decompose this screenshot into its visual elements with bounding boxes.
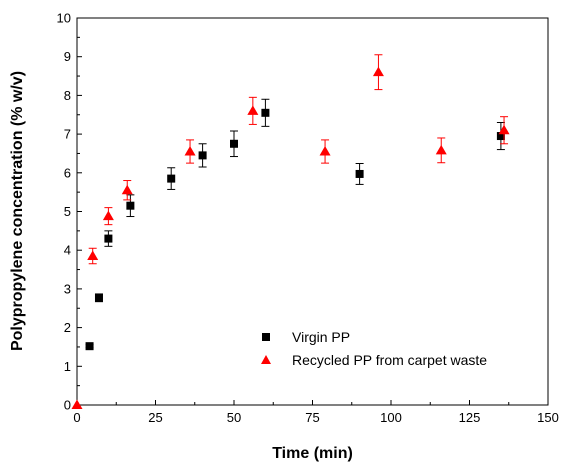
data-point-recycled-pp	[498, 124, 510, 135]
legend: Virgin PP Recycled PP from carpet waste	[261, 329, 487, 368]
data-point-virgin-pp	[261, 108, 270, 117]
y-tick-label: 3	[64, 281, 71, 296]
data-point-recycled-pp	[184, 146, 196, 156]
y-tick-label: 7	[64, 127, 71, 142]
legend-marker-virgin-pp	[262, 333, 270, 341]
data-point-virgin-pp	[85, 342, 94, 351]
y-tick-label: 10	[57, 11, 71, 26]
y-tick-label: 6	[64, 165, 71, 180]
x-tick-label: 150	[537, 410, 559, 425]
y-tick-label: 0	[64, 398, 71, 413]
legend-label-recycled-pp: Recycled PP from carpet waste	[292, 352, 487, 368]
x-tick-label: 75	[305, 410, 319, 425]
data-point-virgin-pp	[126, 201, 135, 210]
y-tick-label: 4	[64, 243, 71, 258]
legend-label-virgin-pp: Virgin PP	[292, 329, 350, 345]
y-axis-title: Polypropylene concentration (% w/v)	[9, 71, 26, 351]
data-point-recycled-pp	[247, 105, 259, 115]
x-tick-label: 50	[227, 410, 241, 425]
data-point-virgin-pp	[230, 139, 238, 148]
data-point-recycled-pp	[372, 66, 384, 77]
x-tick-label: 25	[148, 410, 162, 425]
data-point-recycled-pp	[435, 144, 447, 155]
x-tick-label: 125	[459, 410, 481, 425]
data-point-virgin-pp	[94, 293, 103, 302]
y-tick-label: 9	[64, 49, 71, 64]
x-tick-label: 0	[73, 410, 80, 425]
legend-marker-recycled-pp	[261, 355, 271, 364]
data-point-recycled-pp	[87, 250, 99, 261]
data-points	[71, 54, 510, 409]
data-point-recycled-pp	[319, 146, 331, 156]
axis-ticks: 0 25 50 75 100 125 150 0 1 2 3 4 5 6 7 8 9 10	[57, 11, 559, 426]
data-point-virgin-pp	[198, 151, 207, 160]
data-point-recycled-pp	[102, 210, 114, 221]
data-point-virgin-pp	[355, 169, 364, 178]
y-tick-label: 2	[64, 320, 71, 335]
x-axis-title: Time (min)	[272, 445, 353, 462]
data-point-virgin-pp	[104, 234, 113, 243]
y-tick-label: 5	[64, 204, 71, 219]
x-tick-label: 100	[380, 410, 402, 425]
data-point-recycled-pp	[71, 399, 83, 409]
y-tick-label: 8	[64, 88, 71, 103]
y-tick-label: 1	[64, 359, 71, 374]
data-point-virgin-pp	[167, 174, 176, 183]
data-point-virgin-pp	[496, 132, 505, 141]
data-point-recycled-pp	[121, 184, 133, 195]
